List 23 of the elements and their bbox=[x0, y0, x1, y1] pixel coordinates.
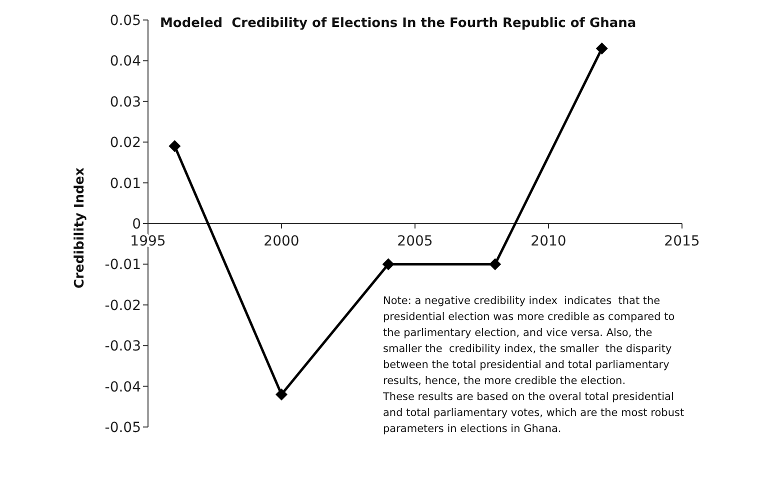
point bbox=[168, 140, 181, 152]
y-tick-label: 0.03 bbox=[110, 94, 141, 110]
text: Note: a negative credibility index indicates that the presidential election was more credible as compared to the parlimentary election, and vice versa. Also, the smaller the credibility index, the smaller the disparity between the total presidential and total parliamentary results, hence, the more credible the election. These results are based on the overal total presidential and total parliamentary votes, which are the most robust parameters in elections in Ghana. bbox=[383, 295, 684, 435]
point bbox=[276, 388, 288, 400]
y-tick-label: 0.04 bbox=[110, 54, 142, 70]
y-tick-label: -0.03 bbox=[104, 338, 141, 355]
y-tick-label: 0.01 bbox=[110, 176, 141, 192]
y-tick-label: -0.01 bbox=[104, 257, 141, 274]
y-tick-label: -0.05 bbox=[104, 420, 141, 436]
point bbox=[489, 258, 502, 270]
y-axis-title: Credibility Index bbox=[72, 167, 88, 289]
x-tick-label: 2005 bbox=[397, 234, 433, 250]
y-tick-label: -0.04 bbox=[104, 379, 142, 396]
x-tick-label: 2015 bbox=[664, 234, 700, 250]
y-tick-label: 0 bbox=[132, 216, 141, 232]
chart-title: Modeled Credibility of Elections In the Fourth Republic of Ghana bbox=[160, 16, 636, 31]
x-tick-label: 2000 bbox=[264, 234, 300, 250]
y-tick-label: 0.05 bbox=[110, 12, 141, 29]
point bbox=[382, 258, 394, 270]
point bbox=[596, 42, 608, 54]
y-tick-label: 0.02 bbox=[110, 135, 141, 152]
y-tick-label: -0.02 bbox=[104, 298, 141, 314]
x-tick-label: 2010 bbox=[530, 234, 566, 250]
